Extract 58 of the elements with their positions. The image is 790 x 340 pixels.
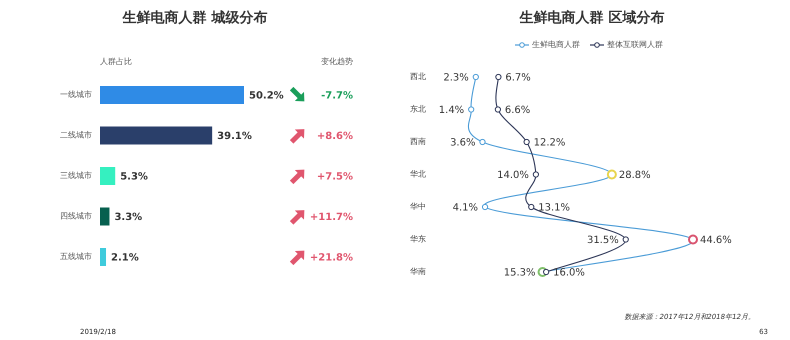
y-tick-label: 华南: [410, 267, 426, 276]
bar: [100, 248, 106, 266]
y-tick-label: 华中: [410, 202, 426, 212]
data-label: 13.1%: [538, 202, 570, 214]
point: [472, 74, 479, 80]
data-label: 39.1%: [217, 131, 252, 142]
y-tick-label: 东北: [410, 104, 426, 114]
data-label: 44.6%: [700, 235, 732, 246]
point: [495, 74, 502, 80]
y-tick-label: 华北: [410, 170, 426, 179]
data-label: 16.0%: [553, 268, 585, 279]
legend-label: 整体互联网人群: [607, 40, 663, 50]
data-label: 12.2%: [534, 138, 566, 149]
bar: [100, 126, 212, 144]
data-label: 1.4%: [438, 105, 464, 116]
y-tick-label: 三线城市: [60, 171, 92, 180]
legend-label: 生鲜电商人群: [532, 40, 580, 50]
data-label: 5.3%: [120, 172, 148, 183]
y-tick-label: 西南: [410, 137, 426, 146]
data-label: 2.3%: [443, 72, 469, 84]
point: [482, 204, 488, 210]
data-label: 6.7%: [505, 72, 531, 84]
text: -7.7%: [321, 90, 353, 102]
chart-title: 生鲜电商人群 城级分布: [122, 8, 268, 26]
data-label: 50.2%: [249, 90, 284, 102]
bar: [100, 208, 110, 226]
y-tick-label: 五线城市: [60, 252, 92, 262]
text: +8.6%: [316, 131, 353, 142]
data-label: 6.6%: [504, 105, 530, 116]
text: 变化趋势: [321, 57, 353, 66]
data-label: 4.1%: [452, 202, 478, 214]
x-axis-title: 人群占比: [100, 57, 132, 66]
point: [622, 236, 629, 243]
text: +7.5%: [316, 172, 353, 183]
point: [524, 138, 530, 146]
text: +21.8%: [310, 252, 353, 264]
text: +11.7%: [310, 212, 353, 224]
bar: [100, 167, 116, 185]
point: [532, 171, 539, 178]
data-label: 15.3%: [504, 268, 536, 279]
data-label: 31.5%: [586, 235, 619, 246]
data-label: 3.3%: [114, 212, 142, 224]
point: [479, 138, 486, 146]
data-label: 14.0%: [497, 170, 529, 182]
bar: [100, 86, 244, 104]
data-label: 28.8%: [618, 170, 651, 182]
y-tick-label: 西北: [410, 72, 426, 82]
point: [543, 268, 550, 276]
data-label: 2.1%: [111, 252, 139, 264]
point: [494, 106, 501, 113]
data-label: 3.6%: [450, 138, 476, 149]
y-tick-label: 一线城市: [60, 90, 92, 100]
y-tick-label: 华东: [410, 234, 426, 244]
y-tick-label: 二线城市: [60, 130, 92, 140]
chart-title: 生鲜电商人群 区域分布: [518, 8, 664, 26]
y-tick-label: 四线城市: [60, 212, 92, 221]
point: [468, 106, 474, 113]
point: [528, 204, 534, 210]
